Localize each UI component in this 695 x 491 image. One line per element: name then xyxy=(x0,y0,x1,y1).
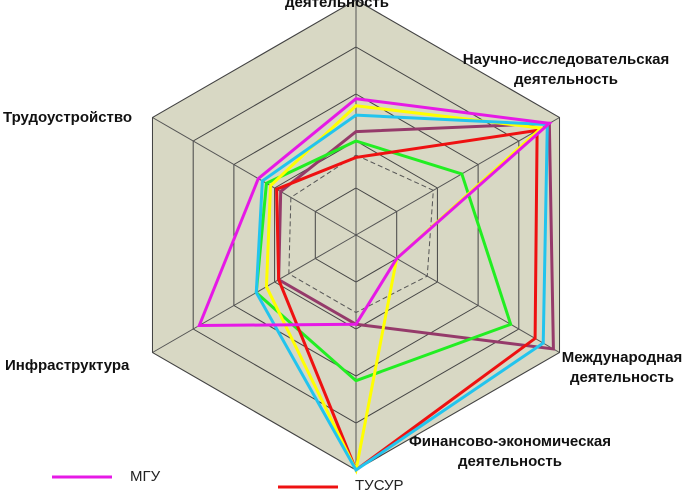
axis-label-1-line-0: Научно-исследовательская xyxy=(463,51,669,68)
legend-label-mgu: МГУ xyxy=(130,468,161,485)
axis-label-3: Финансово-экономическая деятельность xyxy=(409,433,611,470)
axis-label-5: Трудоустройство xyxy=(3,109,132,126)
series-4 xyxy=(254,139,513,383)
axis-label-4: Инфраструктура xyxy=(5,357,130,374)
axis-label-2: Международная деятельность xyxy=(562,349,683,386)
axis-label-3-line-1: деятельность xyxy=(458,453,562,470)
legend: МГУ ТУСУР xyxy=(52,468,404,491)
axis-label-1-line-1: деятельность xyxy=(514,71,618,88)
series-6 xyxy=(288,154,434,314)
axis-line-4 xyxy=(152,234,357,353)
axis-label-4-line-0: Инфраструктура xyxy=(5,357,130,374)
axis-labels: деятельность Научно-исследовательская деят… xyxy=(3,0,682,470)
axis-label-2-line-1: деятельность xyxy=(570,369,674,386)
axis-label-3-line-0: Финансово-экономическая xyxy=(409,433,611,450)
axis-line-5 xyxy=(152,117,357,236)
series-мгу xyxy=(197,97,553,327)
axis-label-2-line-0: Международная xyxy=(562,349,683,366)
series-group xyxy=(197,97,555,475)
axis-label-5-line-0: Трудоустройство xyxy=(3,109,132,126)
axis-label-0: деятельность xyxy=(285,0,389,11)
legend-label-tusur: ТУСУР xyxy=(355,477,404,491)
radar-grid xyxy=(151,0,561,471)
axis-label-1: Научно-исследовательская деятельность xyxy=(463,51,669,88)
axis-line-1 xyxy=(355,117,560,236)
axis-label-0-line-0: деятельность xyxy=(285,0,389,11)
axis-line-2 xyxy=(355,234,560,353)
